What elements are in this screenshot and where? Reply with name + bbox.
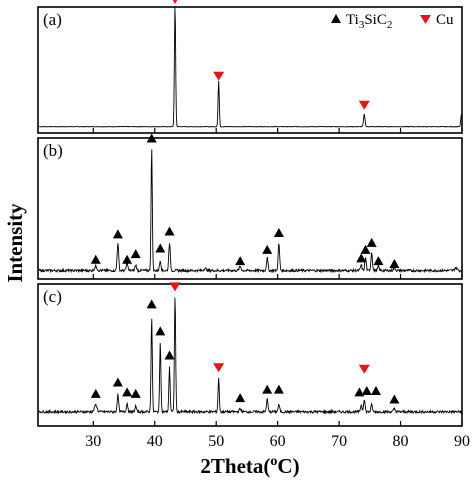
x-axis-title-text: C)	[277, 454, 299, 478]
ti3sic2-peak-marker	[262, 244, 273, 254]
x-tick-label: 90	[454, 433, 470, 450]
ti3sic2-peak-marker	[122, 387, 133, 397]
ti3sic2-peak-marker	[273, 227, 284, 237]
panel-b: (b)	[37, 133, 463, 280]
panel-label: (a)	[43, 10, 62, 29]
xrd-trace	[38, 149, 463, 274]
ti3sic2-peak-marker	[112, 377, 123, 387]
xrd-trace	[39, 6, 463, 128]
legend-cu-label: Cu	[436, 12, 454, 28]
y-axis-title: Intensity	[3, 203, 27, 283]
panel-frame	[37, 137, 463, 280]
ti3sic2-peak-marker	[273, 384, 284, 394]
ti3sic2-peak-marker	[130, 388, 141, 398]
xrd-trace	[38, 297, 463, 415]
cu-peak-marker	[169, 282, 181, 292]
ti3sic2-peak-marker	[354, 387, 365, 397]
ti3sic2-peak-marker	[356, 253, 367, 263]
legend-ti3sic2-label: Ti3SiC2	[346, 12, 392, 31]
panel-frame	[37, 6, 463, 134]
legend: Ti3SiC2 Cu	[331, 12, 454, 31]
ti3sic2-peak-marker	[235, 393, 246, 403]
panel-c: (c)	[37, 282, 463, 427]
x-tick-label: 40	[147, 433, 163, 450]
ti3sic2-peak-marker	[155, 326, 166, 336]
ti3sic2-peak-marker	[112, 229, 123, 239]
ti3sic2-peak-marker	[90, 388, 101, 398]
cu-peak-marker	[213, 363, 225, 373]
cu-peak-marker	[172, 0, 178, 4]
ti3sic2-peak-marker	[122, 254, 133, 264]
ti3sic2-peak-marker	[90, 254, 101, 264]
ti3sic2-peak-marker	[146, 133, 157, 143]
ti3sic2-peak-marker	[164, 350, 175, 360]
panel-label: (c)	[43, 287, 62, 306]
x-tick-label: 50	[208, 433, 224, 450]
x-axis-title-text: 2Theta(	[200, 454, 270, 478]
x-tick-label: 70	[331, 433, 347, 450]
ti3sic2-peak-marker	[389, 394, 400, 404]
panels: (a) (b) (c)	[37, 0, 463, 427]
x-tick-label: 80	[393, 433, 409, 450]
ti3sic2-peak-marker	[389, 258, 400, 268]
x-tick-label: 30	[85, 433, 101, 450]
x-axis-title: 2Theta(oC)	[200, 454, 299, 478]
ti3sic2-peak-marker	[366, 237, 377, 247]
x-axis-title-sup: o	[270, 454, 277, 469]
ti3sic2-peak-marker	[235, 256, 246, 266]
panel-frame	[37, 283, 463, 427]
cu-peak-marker	[358, 100, 370, 110]
ti3sic2-peak-marker	[155, 243, 166, 253]
ti3sic2-peak-marker	[370, 386, 381, 395]
legend-cu-marker	[420, 15, 431, 24]
ti3sic2-peak-marker	[360, 244, 371, 254]
ti3sic2-peak-marker	[361, 386, 372, 395]
legend-ti3sic2-marker	[331, 14, 341, 23]
cu-peak-marker	[358, 364, 370, 374]
x-tick-label: 60	[270, 433, 286, 450]
ti3sic2-peak-marker	[146, 299, 157, 309]
panel-a: (a)	[37, 0, 463, 134]
x-axis: 30 40 50 60 70 80 90	[85, 433, 470, 450]
ti3sic2-peak-marker	[373, 256, 384, 266]
ti3sic2-peak-marker	[262, 384, 273, 394]
panel-label: (b)	[43, 141, 63, 160]
cu-peak-marker	[213, 71, 225, 81]
ti3sic2-peak-marker	[164, 226, 175, 236]
ti3sic2-peak-marker	[130, 249, 141, 259]
